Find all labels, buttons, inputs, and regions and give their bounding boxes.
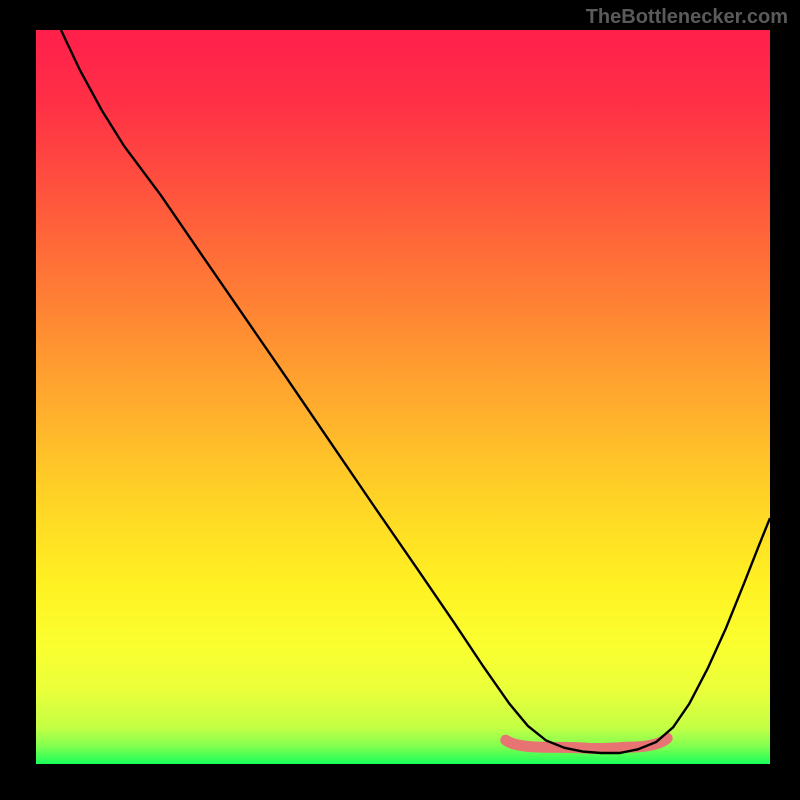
chart-curve-layer — [36, 30, 770, 764]
performance-curve — [61, 30, 770, 753]
watermark-text: TheBottlenecker.com — [586, 6, 788, 29]
chart-plot-area — [36, 30, 770, 764]
